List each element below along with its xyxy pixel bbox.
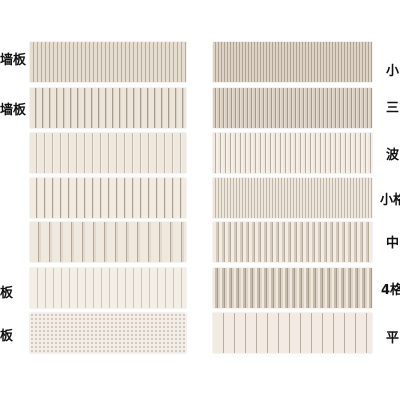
- label: 小格: [380, 193, 400, 208]
- label: 墙板: [0, 103, 27, 118]
- panel: [30, 88, 186, 128]
- panel: [213, 42, 372, 82]
- panel: [213, 222, 372, 262]
- label: 4格: [381, 283, 400, 298]
- panel: [30, 42, 186, 82]
- label: 波: [386, 148, 400, 163]
- label: 三: [386, 101, 400, 116]
- panel: [30, 268, 186, 308]
- label: 平: [386, 331, 400, 346]
- panel: [213, 268, 372, 308]
- panel: [213, 88, 372, 128]
- panel: [30, 178, 186, 218]
- panel: [213, 133, 372, 173]
- label: 板: [0, 329, 14, 344]
- panel: [213, 178, 372, 218]
- label: 中: [386, 236, 400, 251]
- panel: [30, 133, 186, 173]
- panel: [30, 222, 186, 262]
- label: 小: [386, 64, 400, 79]
- label: 墙板: [0, 53, 27, 68]
- panel: [30, 313, 186, 353]
- label: 板: [0, 286, 14, 301]
- panel: [213, 313, 372, 353]
